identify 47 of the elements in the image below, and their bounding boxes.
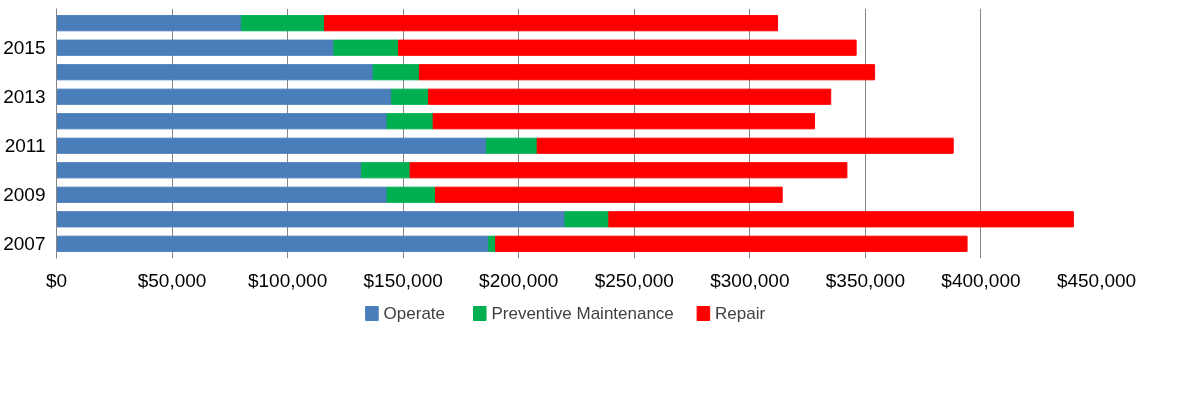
x-tick-label: $200,000 xyxy=(479,269,559,291)
bar xyxy=(56,15,242,32)
x-tick-label: $0 xyxy=(45,269,68,291)
x-tick-label: $150,000 xyxy=(363,269,443,291)
y-tick-label: 2011 xyxy=(4,135,46,157)
bar xyxy=(409,162,848,179)
bar xyxy=(324,15,779,32)
bar xyxy=(56,64,374,81)
x-tick-label: $100,000 xyxy=(247,269,328,291)
x-tick-label: $300,000 xyxy=(710,269,790,291)
bar xyxy=(398,39,857,56)
legend-label: Preventive Maintenance xyxy=(491,304,674,323)
bar xyxy=(495,235,968,252)
bar xyxy=(361,162,411,179)
y-tick-label: 2013 xyxy=(3,86,46,108)
y-tick-label: 2009 xyxy=(3,184,46,206)
y-tick-label: 2007 xyxy=(3,233,46,255)
bar xyxy=(56,113,388,130)
bar xyxy=(564,211,610,228)
bar xyxy=(56,162,363,179)
x-tick-label: $450,000 xyxy=(1056,269,1137,291)
bar xyxy=(536,137,954,154)
bar xyxy=(485,137,538,154)
y-tick-label: 2015 xyxy=(3,37,46,59)
bar xyxy=(56,186,388,203)
bar xyxy=(391,88,430,105)
bar xyxy=(428,88,832,105)
bar xyxy=(386,113,434,130)
bar xyxy=(608,211,1074,228)
bar xyxy=(56,137,487,154)
x-tick-label: $250,000 xyxy=(594,269,674,291)
bar xyxy=(240,15,326,32)
bar xyxy=(372,64,420,81)
bar xyxy=(56,211,566,228)
x-tick-label: $350,000 xyxy=(825,269,906,291)
x-tick-label: $50,000 xyxy=(137,269,207,291)
bar xyxy=(333,39,400,56)
bar xyxy=(386,186,437,203)
bar xyxy=(435,186,783,203)
legend-label: Operate xyxy=(383,304,446,323)
x-tick-label: $400,000 xyxy=(941,269,1021,291)
bar xyxy=(56,235,490,252)
legend-label: Repair xyxy=(715,304,766,323)
bar xyxy=(56,39,335,56)
bar xyxy=(418,64,876,81)
bar xyxy=(56,88,393,105)
bar xyxy=(432,113,816,130)
